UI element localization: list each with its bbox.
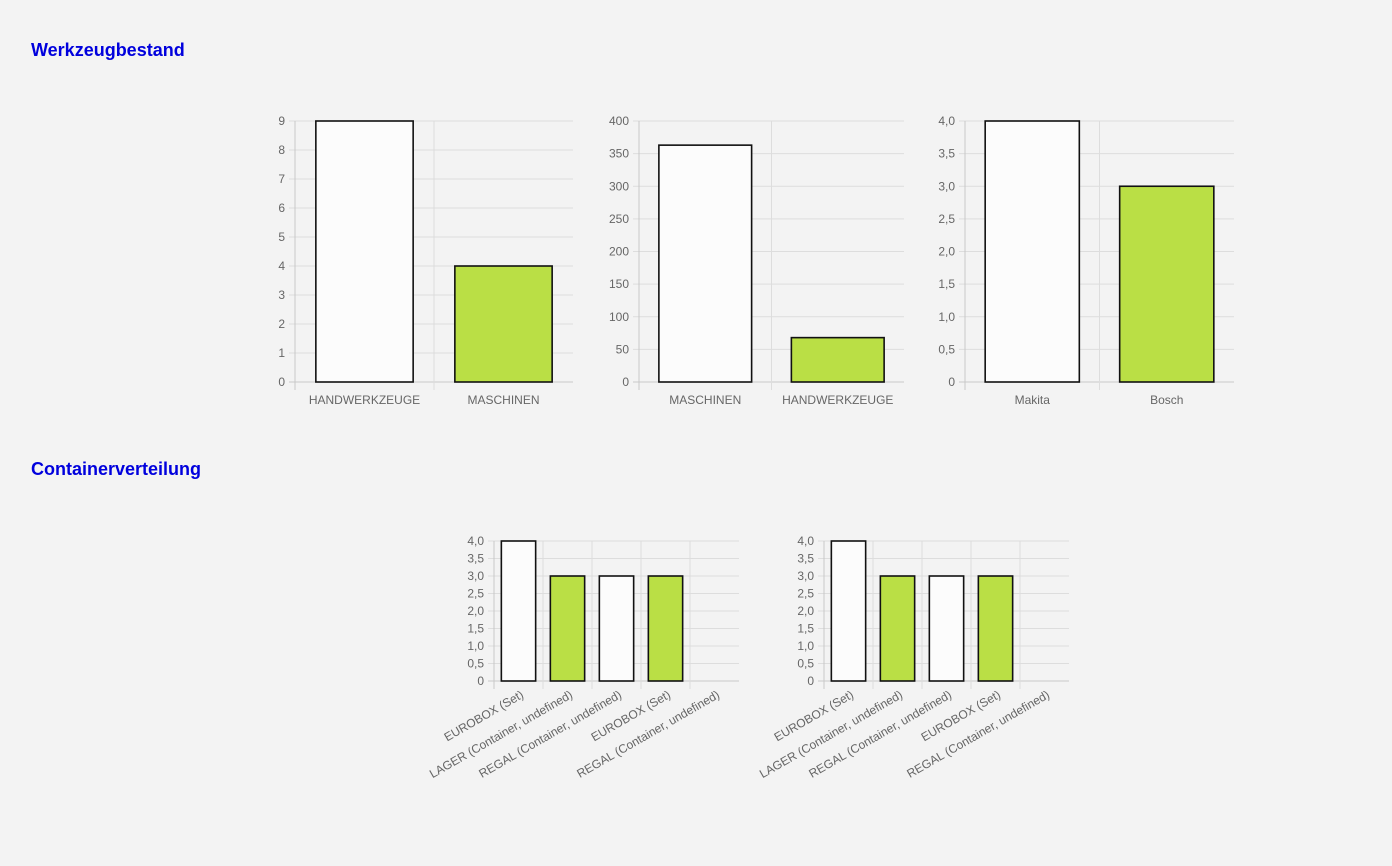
bar [500,540,537,682]
bar [658,144,753,383]
y-tick-label: 50 [616,342,630,356]
y-tick-label: 2,5 [797,587,814,601]
bar [977,575,1014,682]
y-tick-label: 3,5 [797,552,814,566]
y-tick-label: 2,0 [467,604,484,618]
y-tick-label: 5 [278,230,285,244]
y-tick-label: 3,0 [467,569,484,583]
section-title-containerverteilung: Containerverteilung [31,459,202,479]
bar [549,575,586,682]
y-tick-label: 7 [278,172,285,186]
y-tick-label: 1 [278,346,285,360]
x-tick-label: Makita [1015,393,1051,407]
bar [830,540,867,682]
y-tick-label: 3,0 [938,179,955,193]
bar [879,575,916,682]
y-tick-label: 1,5 [797,622,814,636]
bar [790,336,885,383]
y-tick-label: 0 [622,375,629,389]
y-tick-label: 4 [278,259,285,273]
y-tick-label: 2,5 [938,212,955,226]
bar [984,120,1081,383]
y-tick-label: 350 [609,147,629,161]
x-tick-label: Bosch [1150,393,1183,407]
y-tick-label: 2,5 [467,587,484,601]
y-tick-label: 1,0 [938,310,955,324]
y-tick-label: 100 [609,310,629,324]
y-tick-label: 0 [477,674,484,688]
bar [1118,185,1215,383]
x-tick-label: MASCHINEN [467,393,539,407]
x-tick-label: HANDWERKZEUGE [782,393,893,407]
y-tick-label: 150 [609,277,629,291]
bar [928,575,965,682]
y-tick-label: 4,0 [797,534,814,548]
y-tick-label: 1,0 [797,639,814,653]
chart-tools-by-brand: 0 0,5 1,0 1,5 2,0 2,5 3,0 3,5 4,0 Makita Bosch [938,114,1234,407]
y-tick-label: 3,5 [467,552,484,566]
y-tick-label: 9 [278,114,285,128]
y-tick-label: 6 [278,201,285,215]
y-tick-label: 1,5 [467,622,484,636]
y-tick-label: 0,5 [467,657,484,671]
y-tick-label: 0 [278,375,285,389]
y-tick-label: 2,0 [797,604,814,618]
chart-tools-by-count: 0 50 100 150 200 250 300 350 400 MASCHINEN HANDWER… [609,114,904,407]
y-tick-label: 3 [278,288,285,302]
y-tick-label: 4,0 [467,534,484,548]
y-tick-label: 1,5 [938,277,955,291]
bar [454,265,553,383]
bar [598,575,635,682]
y-tick-label: 2,0 [938,245,955,259]
y-tick-label: 3,5 [938,147,955,161]
y-tick-label: 0,5 [938,342,955,356]
x-tick-label: HANDWERKZEUGE [309,393,420,407]
section-title-werkzeugbestand: Werkzeugbestand [31,40,185,60]
y-tick-label: 3,0 [797,569,814,583]
y-tick-label: 250 [609,212,629,226]
y-tick-label: 0,5 [797,657,814,671]
y-tick-label: 300 [609,179,629,193]
y-tick-label: 2 [278,317,285,331]
bar [315,120,414,383]
y-tick-label: 400 [609,114,629,128]
y-tick-label: 4,0 [938,114,955,128]
y-tick-label: 8 [278,143,285,157]
bar [647,575,684,682]
y-tick-label: 1,0 [467,639,484,653]
y-tick-label: 200 [609,245,629,259]
chart-tools-by-category: 0 1 2 3 4 5 6 7 8 9 HANDWERKZEUGE MASCHINEN [278,114,573,407]
y-tick-label: 0 [807,674,814,688]
y-tick-label: 0 [948,375,955,389]
x-tick-label: MASCHINEN [669,393,741,407]
